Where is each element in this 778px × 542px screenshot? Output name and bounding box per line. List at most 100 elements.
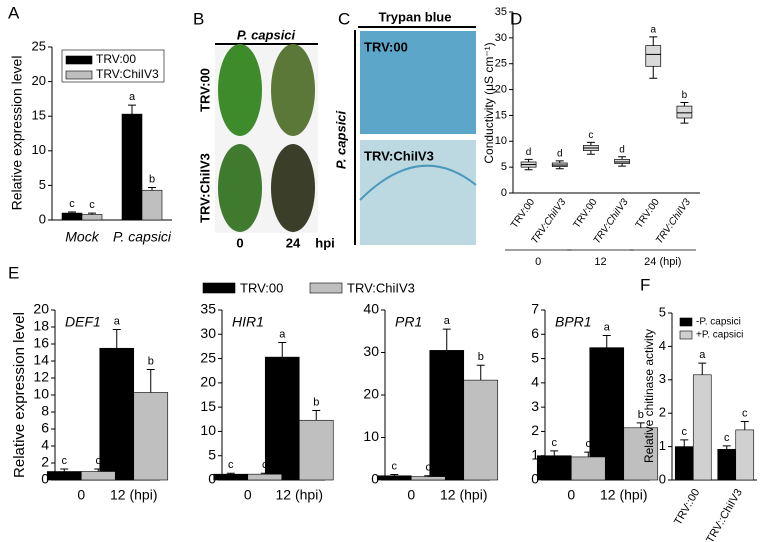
significance-letter: a — [650, 24, 656, 35]
y-tick-label: 10 — [363, 428, 379, 444]
significance-letter: c — [96, 455, 102, 467]
significance-letter: c — [742, 407, 748, 419]
error-bar — [128, 104, 136, 115]
y-tick-label: 15 — [495, 109, 507, 121]
y-axis-title: Relative expression level — [9, 56, 25, 211]
y-tick-label: 35 — [495, 6, 507, 18]
y-tick-label: 4 — [531, 374, 539, 390]
y-tick-label: 10 — [33, 386, 49, 402]
significance-letter: c — [588, 130, 593, 141]
x-tick-label: 12 (hpi) — [600, 487, 647, 503]
bar — [536, 455, 572, 481]
significance-letter: b — [638, 409, 644, 421]
error-bar — [722, 445, 731, 450]
leaf — [271, 44, 315, 136]
significance-letter: c — [426, 462, 432, 474]
x-tick-label: 0 — [567, 487, 575, 503]
bar — [463, 379, 499, 481]
error-bar — [260, 472, 269, 475]
bar — [570, 456, 606, 481]
y-tick-label: 15 — [32, 108, 46, 123]
significance-letter: a — [604, 321, 611, 333]
bar — [81, 214, 103, 221]
bar — [99, 347, 135, 481]
error-bar — [278, 342, 287, 358]
x-tick-label: 0 — [407, 487, 415, 503]
panel-letter: E — [8, 263, 19, 282]
panel-title: BPR1 — [555, 314, 592, 330]
y-axis-title: Conductivity (μS cm⁻¹) — [482, 42, 496, 163]
box — [645, 45, 662, 67]
y-tick-label: 0 — [208, 471, 216, 487]
y-tick-label: 5 — [39, 177, 46, 192]
significance-letter: b — [148, 355, 154, 367]
photo-title: P. capsici — [237, 27, 296, 42]
row-label: TRV:00 — [197, 68, 212, 112]
error-bar — [146, 369, 155, 393]
y-tick-label: 3 — [659, 371, 666, 386]
significance-letter: b — [478, 351, 484, 363]
significance-letter: c — [89, 199, 95, 211]
y-tick-label: 2 — [531, 422, 539, 438]
column-unit: hpi — [315, 235, 335, 250]
error-bar — [68, 211, 76, 214]
stain-image — [360, 140, 476, 245]
inset-label: TRV:00 — [364, 39, 408, 54]
column-label: 24 — [286, 235, 301, 250]
y-tick-label: 2 — [659, 405, 666, 420]
legend-swatch — [679, 330, 693, 340]
y-tick-label: 5 — [659, 304, 666, 319]
significance-letter: a — [699, 349, 706, 361]
significance-letter: b — [313, 396, 319, 408]
x-tick-label: TRV:00 — [509, 197, 537, 231]
x-tick-label: TRV::00 — [672, 487, 702, 527]
significance-letter: a — [279, 328, 286, 340]
y-tick-label: 40 — [363, 301, 379, 317]
legend-label: -P. capsici — [696, 317, 741, 328]
y-tick-label: 16 — [33, 335, 49, 351]
bar — [298, 419, 334, 481]
panel-letter: B — [193, 9, 204, 28]
y-tick-label: 0 — [501, 187, 507, 199]
significance-letter: d — [619, 144, 625, 155]
panel-letter: C — [338, 9, 350, 28]
legend-swatch — [309, 282, 343, 294]
bar — [410, 476, 446, 481]
group-label: 12 — [594, 256, 606, 268]
panel-letter: F — [640, 275, 650, 294]
bar — [247, 473, 283, 481]
legend-swatch — [202, 282, 236, 294]
photo-panel-b: P. capsici TRV:00 TRV:ChiIV3 0 24 hpi — [197, 27, 334, 250]
y-tick-label: 3 — [531, 398, 539, 414]
panel-title: HIR1 — [232, 314, 264, 330]
y-tick-label: 1 — [531, 446, 539, 462]
leaf — [271, 144, 315, 232]
column-label: 0 — [236, 235, 243, 250]
bar — [61, 212, 83, 221]
x-tick-label: Mock — [65, 229, 99, 245]
bar — [376, 475, 412, 481]
photo-panel-c: Trypan blue P. capsici TRV:00 TRV:ChiIV3 — [333, 9, 477, 245]
bar — [141, 189, 163, 221]
inset-label: TRV:ChiIV3 — [364, 148, 434, 163]
error-bar — [442, 328, 451, 351]
group-label: 0 — [535, 256, 541, 268]
significance-letter: c — [552, 437, 558, 449]
error-bar — [584, 451, 593, 457]
y-tick-label: 10 — [200, 422, 216, 438]
y-tick-label: 1 — [659, 438, 666, 453]
legend-swatch — [679, 317, 693, 327]
legend-swatch — [65, 55, 93, 65]
y-tick-label: 6 — [531, 325, 539, 341]
y-tick-label: 30 — [200, 325, 216, 341]
y-tick-label: 4 — [41, 437, 49, 453]
legend-label: TRV:00 — [240, 280, 283, 295]
significance-letter: c — [392, 460, 398, 472]
y-tick-label: 12 — [33, 369, 49, 385]
y-tick-label: 0 — [371, 471, 379, 487]
leaf-vein — [359, 164, 477, 201]
x-tick-label: TRV:00 — [571, 197, 599, 231]
photo-title: Trypan blue — [379, 9, 452, 24]
bar — [717, 448, 737, 481]
